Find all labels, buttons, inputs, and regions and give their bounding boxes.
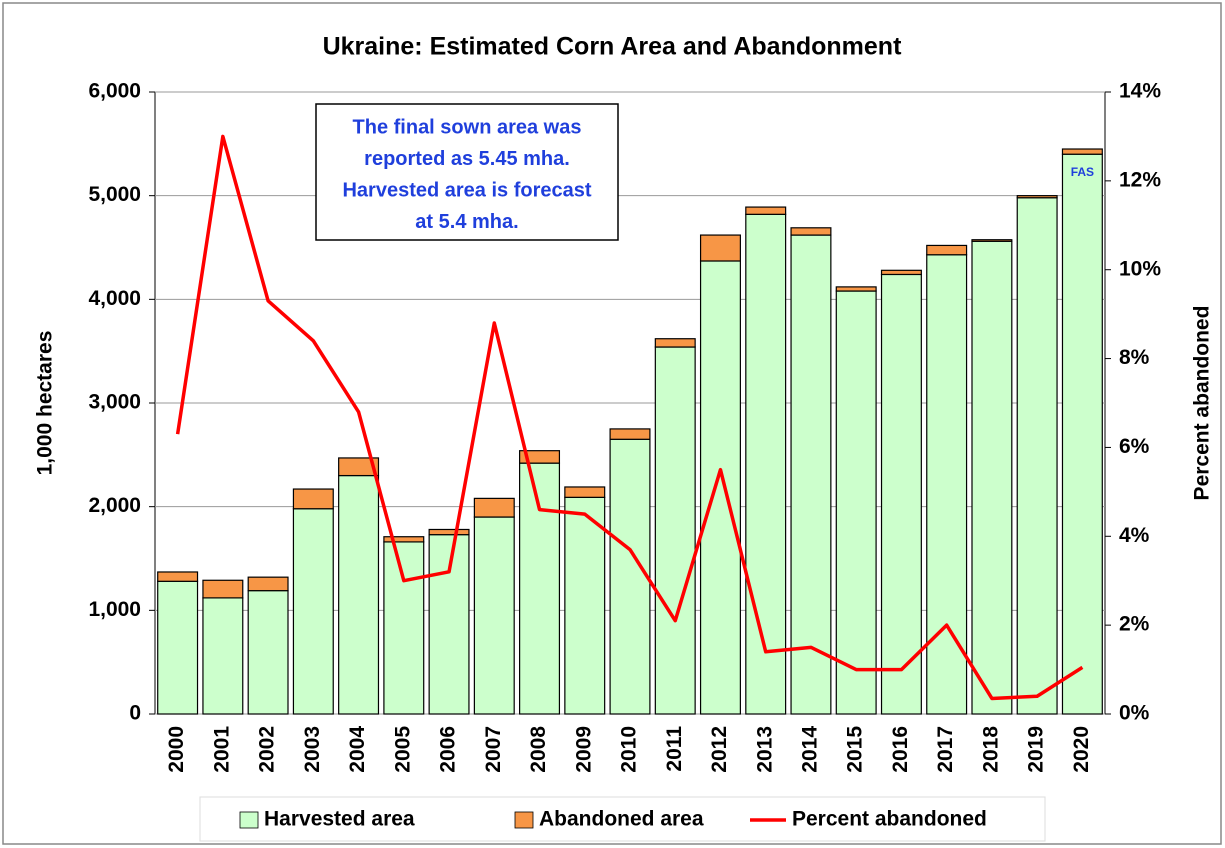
y-tick-label: 2,000 xyxy=(88,494,141,517)
legend-label: Harvested area xyxy=(264,808,415,831)
legend-swatch xyxy=(514,811,534,829)
bar-segment xyxy=(1061,153,1103,715)
y2-tick-label: 2% xyxy=(1119,613,1150,636)
y2-tick-label: 8% xyxy=(1119,346,1150,369)
bar-segment xyxy=(745,206,787,215)
bar-segment xyxy=(473,516,515,715)
x-tick-label: 2008 xyxy=(527,726,550,773)
bar-segment xyxy=(880,269,922,276)
x-tick-label: 2001 xyxy=(210,726,233,773)
bar-segment xyxy=(835,286,877,292)
x-tick-label: 2013 xyxy=(753,726,776,773)
x-tick-label: 2018 xyxy=(979,726,1002,773)
legend-swatch xyxy=(239,811,259,829)
bar-segment xyxy=(609,428,651,440)
bar-segment xyxy=(383,536,425,543)
bar-segment xyxy=(292,488,334,510)
legend-label: Abandoned area xyxy=(539,808,704,831)
y2-tick-label: 6% xyxy=(1119,435,1150,458)
y-tick-label: 4,000 xyxy=(88,287,141,310)
x-tick-label: 2009 xyxy=(572,726,595,773)
y2-tick-label: 4% xyxy=(1119,524,1150,547)
x-tick-label: 2020 xyxy=(1070,726,1093,773)
x-tick-label: 2012 xyxy=(708,726,731,773)
bar-segment xyxy=(383,541,425,715)
legend-label: Percent abandoned xyxy=(792,808,987,831)
bar-segment xyxy=(609,438,651,715)
x-tick-label: 2006 xyxy=(437,726,460,773)
x-tick-label: 2011 xyxy=(663,726,686,772)
x-tick-label: 2017 xyxy=(934,726,957,773)
bar-segment xyxy=(745,213,787,715)
bar-segment xyxy=(880,273,922,715)
chart-title: Ukraine: Estimated Corn Area and Abandon… xyxy=(323,33,902,61)
bar-segment xyxy=(338,474,380,715)
y-axis-label: 1,000 hectares xyxy=(34,331,57,476)
bar-segment xyxy=(338,457,380,477)
annotation-text: Harvested area is forecast xyxy=(342,179,591,201)
bar-segment xyxy=(926,244,968,256)
bar-segment xyxy=(519,462,561,715)
bar-segment xyxy=(428,534,470,715)
bar-segment xyxy=(428,528,470,536)
y2-axis-label: Percent abandoned xyxy=(1191,306,1214,501)
bar-segment xyxy=(971,240,1013,715)
legend-box xyxy=(199,796,1046,842)
annotation-text: reported as 5.45 mha. xyxy=(364,148,570,170)
bar-segment xyxy=(1016,197,1058,715)
x-tick-label: 2004 xyxy=(346,726,369,773)
y-tick-label: 5,000 xyxy=(88,183,141,206)
x-tick-label: 2016 xyxy=(889,726,912,773)
x-tick-label: 2005 xyxy=(391,726,414,773)
bar-segment xyxy=(564,496,606,715)
y2-tick-label: 12% xyxy=(1119,168,1161,191)
bar-segment xyxy=(247,576,289,592)
y-tick-label: 0 xyxy=(129,702,141,725)
bar-segment xyxy=(1061,148,1103,155)
annotation-text: The final sown area was xyxy=(353,116,582,138)
x-tick-label: 2015 xyxy=(844,726,867,773)
x-tick-label: 2014 xyxy=(798,726,821,773)
bar-segment xyxy=(654,346,696,715)
x-tick-label: 2019 xyxy=(1025,726,1048,773)
bar-segment xyxy=(699,260,741,715)
bar-segment xyxy=(1016,195,1058,199)
y2-tick-label: 10% xyxy=(1119,257,1161,280)
bar-segment xyxy=(790,227,832,236)
bar-segment xyxy=(157,571,199,582)
y2-tick-label: 14% xyxy=(1119,80,1161,103)
bar-segment xyxy=(157,580,199,715)
x-tick-label: 2000 xyxy=(165,726,188,773)
x-tick-label: 2007 xyxy=(482,726,505,773)
y-tick-label: 6,000 xyxy=(88,80,141,103)
x-tick-label: 2002 xyxy=(256,726,279,773)
x-tick-label: 2010 xyxy=(618,726,641,773)
bar-segment xyxy=(971,239,1013,242)
bar-segment xyxy=(564,486,606,498)
bar-segment xyxy=(835,290,877,715)
bar-segment xyxy=(699,234,741,262)
y2-tick-label: 0% xyxy=(1119,702,1150,725)
bar-segment xyxy=(654,338,696,348)
bar-segment xyxy=(519,450,561,464)
annotation-box xyxy=(315,103,619,241)
bar-segment xyxy=(202,579,244,599)
bar-segment xyxy=(473,497,515,518)
bar-segment xyxy=(292,508,334,715)
annotation-text: at 5.4 mha. xyxy=(415,211,518,233)
bar-segment xyxy=(790,234,832,715)
x-tick-label: 2003 xyxy=(301,726,324,773)
bar-segment xyxy=(202,597,244,715)
y-tick-label: 1,000 xyxy=(88,598,141,621)
line-series xyxy=(175,134,1084,701)
bar-segment xyxy=(247,590,289,715)
y-tick-label: 3,000 xyxy=(88,391,141,414)
bar-annotation: FAS xyxy=(1071,165,1094,179)
